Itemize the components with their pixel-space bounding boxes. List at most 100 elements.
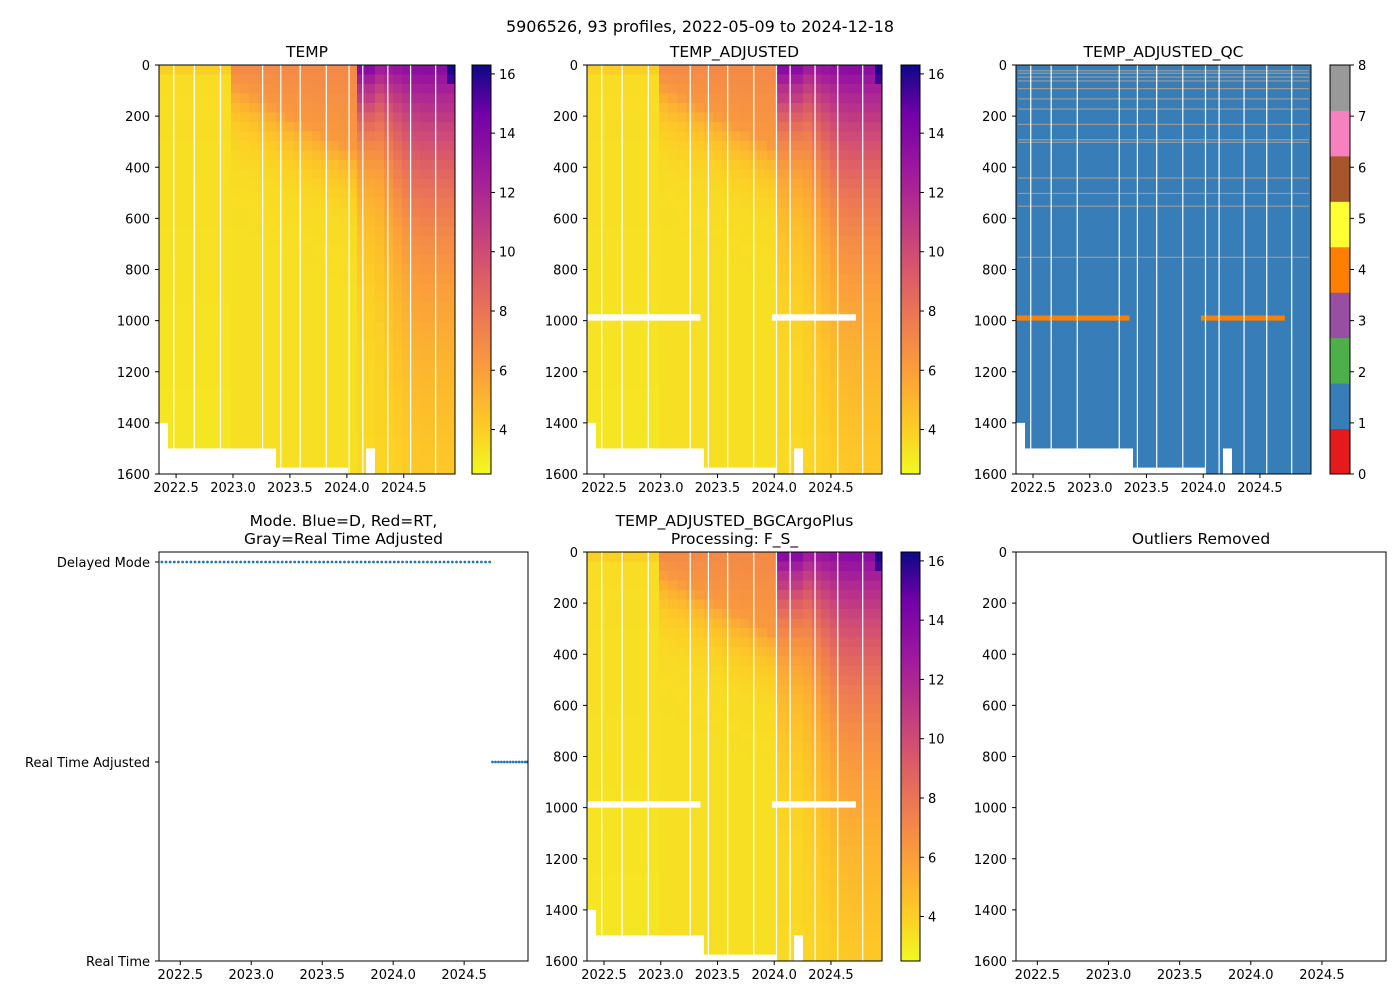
temp-cell bbox=[429, 350, 438, 361]
temp-cell bbox=[668, 846, 677, 857]
temp-cell bbox=[695, 618, 704, 629]
temp-cell bbox=[668, 742, 677, 753]
temp-cell bbox=[168, 217, 177, 228]
temp-cell bbox=[285, 454, 294, 465]
temp-cell bbox=[812, 369, 821, 380]
temp-cell bbox=[249, 312, 258, 323]
y-category-label: Real Time Adjusted bbox=[25, 756, 150, 771]
temp-cell bbox=[713, 875, 722, 886]
temp-cell bbox=[713, 799, 722, 810]
temp-cell bbox=[767, 454, 776, 465]
temp-cell bbox=[186, 112, 195, 123]
temp-cell bbox=[177, 416, 186, 427]
temp-cell bbox=[605, 913, 614, 924]
temp-cell bbox=[623, 378, 632, 389]
temp-cell bbox=[830, 388, 839, 399]
temp-cell bbox=[722, 435, 731, 446]
temp-cell bbox=[677, 675, 686, 686]
temp-cell bbox=[641, 761, 650, 772]
temp-cell bbox=[767, 856, 776, 867]
temp-cell bbox=[830, 236, 839, 247]
temp-cell bbox=[303, 226, 312, 237]
temp-cell bbox=[722, 951, 731, 955]
y-tick-label: 1600 bbox=[117, 468, 150, 483]
temp-cell bbox=[339, 388, 348, 399]
temp-cell bbox=[677, 751, 686, 762]
temp-cell bbox=[222, 84, 231, 95]
temp-cell bbox=[249, 331, 258, 342]
temp-cell bbox=[641, 264, 650, 275]
temp-cell bbox=[587, 150, 596, 161]
temp-cell bbox=[267, 312, 276, 323]
temp-cell bbox=[857, 751, 866, 762]
temp-cell bbox=[429, 217, 438, 228]
temp-cell bbox=[695, 856, 704, 867]
temp-cell bbox=[348, 283, 357, 294]
temp-cell bbox=[429, 245, 438, 256]
temp-cell bbox=[767, 818, 776, 829]
temp-cell bbox=[168, 426, 177, 437]
temp-cell bbox=[411, 340, 420, 351]
temp-cell bbox=[366, 131, 375, 142]
qc-flag8-row bbox=[1018, 72, 1309, 74]
temp-cell bbox=[830, 65, 839, 76]
temp-cell bbox=[438, 217, 447, 228]
temp-cell bbox=[659, 913, 668, 924]
temp-cell bbox=[848, 837, 857, 848]
temp-cell bbox=[312, 397, 321, 408]
temp-cell bbox=[794, 685, 803, 696]
temp-cell bbox=[659, 647, 668, 658]
temp-cell bbox=[393, 245, 402, 256]
temp-cell bbox=[767, 571, 776, 582]
temp-cell bbox=[366, 293, 375, 304]
temp-cell bbox=[776, 628, 785, 639]
temp-cell bbox=[357, 65, 366, 76]
temp-cell bbox=[605, 685, 614, 696]
temp-cell bbox=[348, 207, 357, 218]
temp-cell bbox=[614, 637, 623, 648]
temp-cell bbox=[803, 694, 812, 705]
temp-cell bbox=[375, 103, 384, 114]
temp-cell bbox=[794, 103, 803, 114]
temp-cell bbox=[677, 875, 686, 886]
colorbar-tick-label: 8 bbox=[1358, 59, 1366, 74]
temp-cell bbox=[767, 732, 776, 743]
temp-cell bbox=[420, 283, 429, 294]
temp-cell bbox=[821, 340, 830, 351]
temp-cell bbox=[222, 236, 231, 247]
temp-cell bbox=[803, 84, 812, 95]
temp-cell bbox=[303, 340, 312, 351]
temp-cell bbox=[429, 226, 438, 237]
temp-cell bbox=[596, 618, 605, 629]
temp-cell bbox=[596, 245, 605, 256]
temp-cell bbox=[677, 426, 686, 437]
temp-cell bbox=[767, 789, 776, 800]
temp-cell bbox=[695, 426, 704, 437]
temp-cell bbox=[875, 732, 882, 743]
temp-cell bbox=[447, 122, 455, 133]
temp-cell bbox=[776, 407, 785, 418]
temp-cell bbox=[767, 93, 776, 104]
temp-cell bbox=[159, 188, 168, 199]
temp-cell bbox=[632, 331, 641, 342]
temp-cell bbox=[605, 217, 614, 228]
temp-cell bbox=[776, 742, 785, 753]
panel-title: Processing: F_S_ bbox=[671, 530, 798, 549]
temp-cell bbox=[812, 846, 821, 857]
temp-cell bbox=[447, 255, 455, 266]
temp-cell bbox=[366, 255, 375, 266]
colorbar-tick-label: 6 bbox=[1358, 161, 1366, 176]
temp-cell bbox=[875, 65, 882, 76]
temp-cell bbox=[596, 694, 605, 705]
temp-cell bbox=[596, 141, 605, 152]
temp-cell bbox=[812, 179, 821, 190]
temp-cell bbox=[731, 656, 740, 667]
temp-cell bbox=[650, 407, 659, 418]
temp-cell bbox=[641, 732, 650, 743]
temp-cell bbox=[641, 226, 650, 237]
temp-cell bbox=[731, 628, 740, 639]
temp-cell bbox=[839, 340, 848, 351]
x-tick-label: 2023.0 bbox=[638, 481, 684, 496]
temp-cell bbox=[177, 435, 186, 446]
temp-cell bbox=[393, 331, 402, 342]
